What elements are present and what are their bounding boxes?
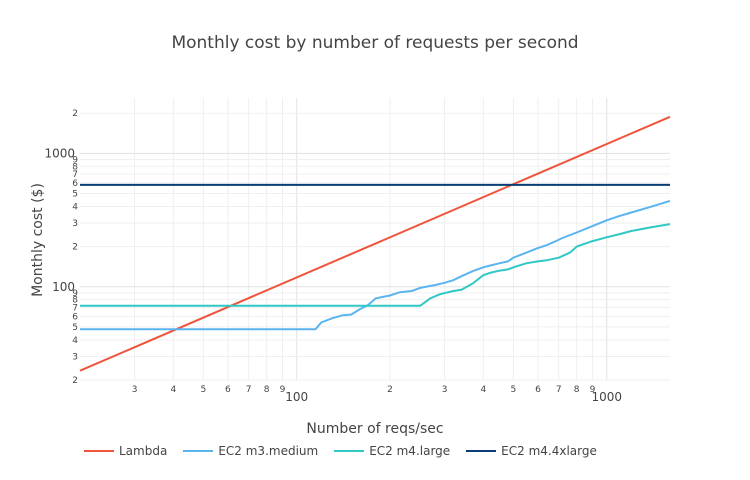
legend-item-lambda[interactable]: Lambda <box>84 444 167 458</box>
legend-swatch <box>334 450 365 452</box>
y-tick-label: 2 <box>72 376 78 386</box>
series-line-ec2-m4-large <box>80 223 671 307</box>
legend-label: EC2 m3.medium <box>218 444 319 458</box>
y-tick-label: 2 <box>72 109 78 119</box>
chart-title: Monthly cost by number of requests per s… <box>171 33 579 53</box>
y-tick-label: 5 <box>72 323 78 333</box>
x-tick-label: 6 <box>225 385 231 395</box>
x-tick-label: 3 <box>132 385 138 395</box>
x-axis-label: Number of reqs/sec <box>306 421 444 437</box>
y-tick-label: 4 <box>72 202 78 212</box>
x-tick-label: 4 <box>480 385 486 395</box>
y-tick-label: 3 <box>72 353 78 363</box>
x-tick-label: 4 <box>170 385 176 395</box>
x-tick-label: 9 <box>590 385 596 395</box>
tick-layer: 3 4 5 6 7 8 9 100 2 3 4 5 6 7 8 91000234567891002345678… <box>44 109 622 404</box>
x-tick-label: 6 <box>535 385 541 395</box>
y-tick-label: 3 <box>72 219 78 229</box>
x-tick-label: 1000 <box>591 390 622 404</box>
y-tick-label: 5 <box>72 190 78 200</box>
x-tick-label: 2 <box>387 385 393 395</box>
x-tick-label: 7 <box>556 385 562 395</box>
series-line-ec2-m3-medium <box>80 199 671 331</box>
y-axis-label: Monthly cost ($) <box>30 183 46 297</box>
legend-swatch <box>183 450 214 452</box>
y-tick-label: 7 <box>72 303 78 313</box>
y-tick-label: 1000 <box>44 146 75 160</box>
legend-label: EC2 m4.4xlarge <box>501 444 597 458</box>
y-tick-label: 2 <box>72 243 78 253</box>
legend-item-ec2-m3-medium[interactable]: EC2 m3.medium <box>183 444 318 458</box>
y-tick-label: 9 <box>72 289 78 299</box>
x-tick-label: 8 <box>264 385 270 395</box>
x-tick-label: 3 <box>442 385 448 395</box>
y-tick-label: 6 <box>72 312 78 322</box>
legend-label: EC2 m4.large <box>369 444 451 458</box>
x-tick-label: 5 <box>511 385 517 395</box>
legend-item-ec2-m4-large[interactable]: EC2 m4.large <box>334 444 450 458</box>
x-tick-label: 100 <box>285 390 308 404</box>
y-tick-label: 4 <box>72 336 78 346</box>
y-tick-label: 6 <box>72 179 78 189</box>
x-tick-label: 7 <box>246 385 252 395</box>
legend: Lambda EC2 m3.medium EC2 m4.large EC2 m4… <box>84 444 613 458</box>
legend-label: Lambda <box>119 444 168 458</box>
y-tick-label: 8 <box>72 296 78 306</box>
y-tick-label: 7 <box>72 170 78 180</box>
y-tick-label: 9 <box>72 155 78 165</box>
legend-item-ec2-m4-4xlarge[interactable]: EC2 m4.4xlarge <box>466 444 597 458</box>
x-tick-label: 5 <box>201 385 207 395</box>
grid-layer <box>80 98 670 381</box>
legend-swatch <box>466 450 497 452</box>
x-tick-label: 8 <box>574 385 580 395</box>
series-line-lambda <box>79 115 671 372</box>
y-tick-label: 8 <box>72 162 78 172</box>
x-tick-label: 9 <box>280 385 286 395</box>
legend-swatch <box>84 450 114 452</box>
y-tick-label: 100 <box>52 280 75 294</box>
series-layer <box>79 115 671 372</box>
